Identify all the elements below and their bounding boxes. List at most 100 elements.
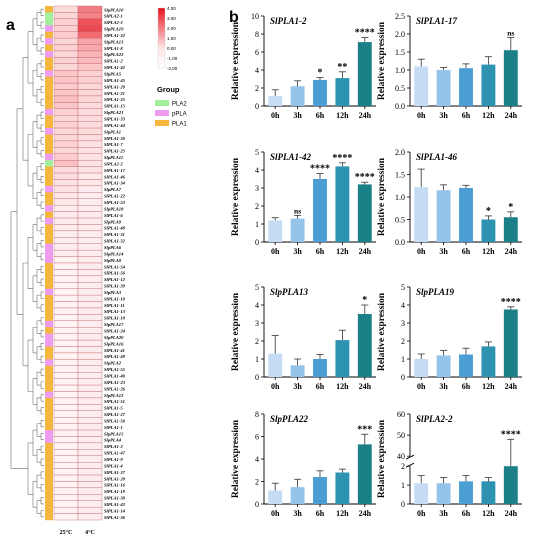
group-strip-cell [45, 372, 53, 379]
heatmap-cell [77, 417, 103, 424]
heatmap-cell [77, 301, 103, 309]
significance-label: * [508, 202, 513, 213]
dendrogram-branch [40, 137, 44, 145]
y-tick-label: 5 [401, 283, 405, 292]
group-strip-cell [45, 500, 53, 508]
x-tick-label: 6h [316, 111, 325, 120]
bar [335, 78, 350, 106]
group-strip-cell [45, 50, 53, 58]
gene-label: SlPLA1-51 [104, 399, 125, 404]
heatmap-cell [77, 397, 103, 405]
heatmap-cell [77, 282, 103, 289]
dendrogram-branch [32, 481, 37, 508]
dendrogram-branch [32, 121, 37, 148]
group-strip-cell [45, 57, 53, 65]
heatmap-cell [53, 275, 79, 283]
significance-label: * [362, 295, 367, 306]
chart-title: SlPLA1-2 [270, 16, 307, 26]
heatmap-cell [77, 346, 103, 354]
heatmap-cell [53, 372, 79, 379]
heatmap-cell [77, 102, 103, 109]
heatmap-cell [53, 474, 79, 482]
heatmap-cell [77, 359, 103, 366]
x-tick-label: 0h [417, 382, 426, 391]
heatmap-cell [53, 378, 79, 386]
dendrogram-branch [40, 304, 44, 312]
y-tick-label: 3 [255, 184, 259, 193]
legend-label: PLA2 [172, 102, 187, 108]
heatmap-cell [53, 384, 79, 392]
gene-label: SlPLA1-4 [104, 463, 123, 468]
dendrogram-branch [40, 188, 44, 196]
x-tick-label: 6h [462, 382, 471, 391]
bar [268, 353, 283, 377]
gene-label: SlPLA1-25 [104, 149, 126, 154]
dendrogram-branch [40, 34, 44, 42]
group-strip-cell [45, 385, 53, 392]
group-strip-cell [45, 481, 53, 489]
heatmap-cell [77, 404, 103, 411]
bar [459, 68, 473, 106]
heatmap-cell [77, 327, 103, 334]
bar [459, 188, 473, 242]
heatmap-cell [77, 44, 103, 52]
column-label: 25°C [60, 529, 73, 536]
gene-label: SlpPLA3 [104, 290, 122, 295]
group-strip-cell [45, 455, 53, 463]
bar [414, 359, 429, 377]
heatmap-cell [77, 487, 103, 495]
x-tick-label: 24h [359, 382, 372, 391]
heatmap-cell [77, 57, 103, 65]
group-strip-cell [45, 173, 53, 180]
heatmap-cell [77, 506, 103, 514]
gene-label: SlPLA1-6 [104, 213, 123, 218]
group-strip-cell [45, 475, 53, 482]
y-tick-label: 2.0 [395, 30, 405, 39]
heatmap-cell [77, 481, 103, 489]
chart-title: SlPLA1-17 [416, 16, 458, 26]
dendrogram-branch [40, 368, 44, 376]
y-tick-label: 5 [255, 283, 259, 292]
heatmap-cell [77, 172, 103, 180]
dendrogram-branch [27, 237, 33, 289]
gene-label: SlpPLA6 [104, 245, 122, 250]
bar [335, 472, 350, 504]
group-strip-cell [45, 301, 53, 309]
heatmap-cell [53, 192, 79, 199]
dendrogram-branch [40, 330, 44, 338]
heatmap-cell [77, 314, 103, 321]
heatmap-cell [77, 269, 103, 277]
heatmap-cell [53, 230, 79, 238]
heatmap-cell [77, 436, 103, 444]
significance-label: **** [310, 164, 330, 175]
heatmap-cell [77, 108, 103, 116]
heatmap-cell [53, 352, 79, 360]
dendrogram-branch [32, 378, 37, 405]
bar-chart-SlpPLA13: Relative expression SlpPLA13 0 1 2 3 4 5 0h 3h 6h 1… [231, 283, 376, 391]
heatmap-cell [77, 211, 103, 219]
bar [481, 346, 496, 377]
heatmap-cell [77, 160, 103, 167]
gene-label: SlPLA1-56 [104, 271, 126, 276]
group-strip-cell [45, 63, 53, 71]
heatmap-cell [77, 275, 103, 283]
y-tick-label: 6 [255, 48, 259, 57]
group-strip-cell [45, 121, 53, 129]
dendrogram-branch [40, 111, 44, 119]
gene-label: SlPLA1-15 [104, 104, 126, 109]
dendrogram-branch [40, 21, 44, 29]
gene-label: SlPLA1-30 [104, 136, 126, 141]
gene-label: SlPLA1-36 [104, 515, 126, 520]
group-strip-cell [45, 160, 53, 167]
gene-label: SlpPLA4 [104, 438, 122, 443]
heatmap-cell [77, 192, 103, 199]
heatmap-cell [77, 217, 103, 225]
x-tick-label: 12h [482, 382, 495, 391]
heatmap-cell [77, 372, 103, 379]
dendrogram-branch [22, 57, 28, 161]
heatmap-cell [53, 37, 79, 45]
group-strip-cell [45, 365, 53, 373]
dendrogram-branch [36, 243, 41, 257]
group-strip-cell [45, 243, 53, 251]
heatmap-cell [53, 31, 79, 39]
